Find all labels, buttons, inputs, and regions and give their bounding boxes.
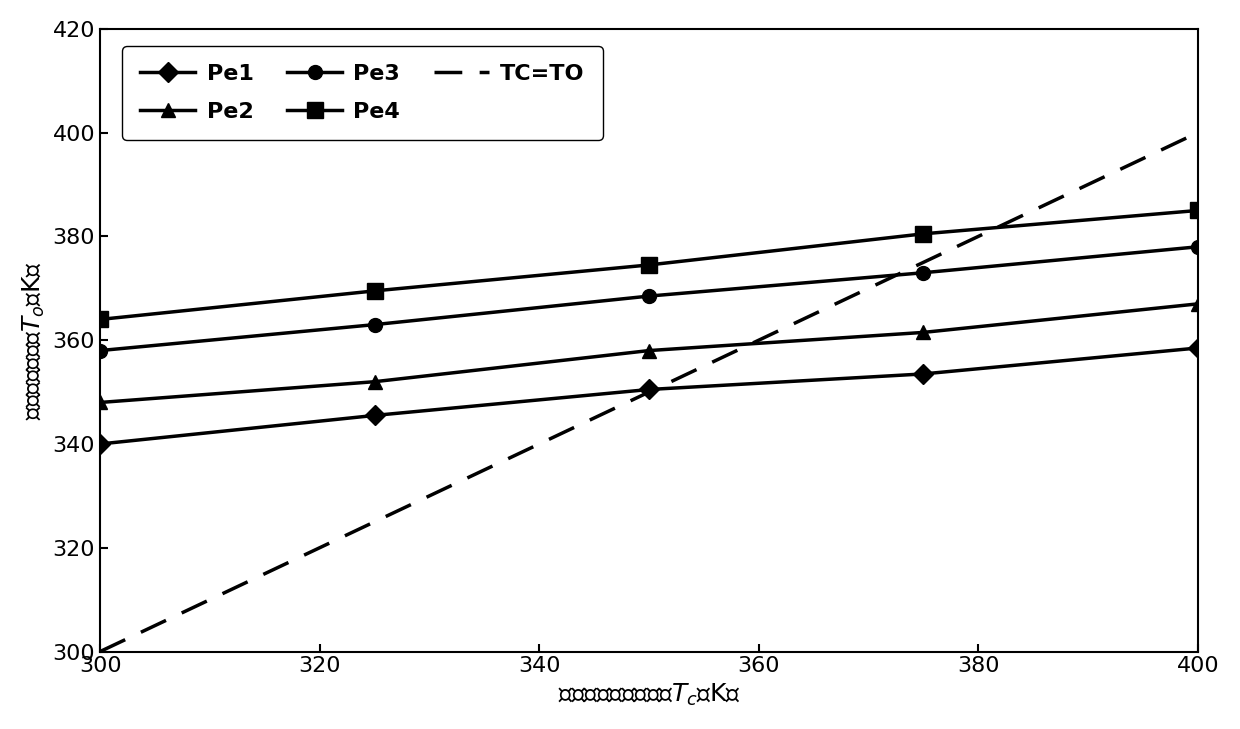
Line: Pe4: Pe4: [93, 203, 1205, 327]
Pe4: [1190, 206, 1205, 215]
Pe2: [916, 328, 931, 337]
Pe2: [367, 378, 382, 386]
Pe2: [1190, 300, 1205, 308]
Pe3: [93, 346, 108, 355]
Pe1: [1190, 343, 1205, 352]
Y-axis label: 压气机出口温度$T_o$（K）: 压气机出口温度$T_o$（K）: [21, 261, 47, 419]
Pe1: [367, 411, 382, 420]
Pe4: [93, 315, 108, 324]
Pe3: [367, 320, 382, 329]
Pe2: [93, 398, 108, 407]
Pe3: [1190, 243, 1205, 252]
Legend: Pe1, Pe2, Pe3, Pe4, TC=TO: Pe1, Pe2, Pe3, Pe4, TC=TO: [123, 46, 603, 139]
Pe3: [641, 292, 656, 300]
Line: Pe2: Pe2: [93, 297, 1205, 410]
Pe1: [916, 370, 931, 378]
Pe4: [641, 260, 656, 269]
Line: Pe3: Pe3: [93, 240, 1205, 357]
Line: Pe1: Pe1: [93, 341, 1205, 451]
Pe2: [641, 346, 656, 355]
Pe4: [916, 230, 931, 238]
Pe3: [916, 268, 931, 277]
Pe1: [93, 440, 108, 448]
Pe1: [641, 385, 656, 394]
Pe4: [367, 286, 382, 295]
X-axis label: 增压之后的空气温度$T_c$（K）: 增压之后的空气温度$T_c$（K）: [558, 682, 740, 708]
